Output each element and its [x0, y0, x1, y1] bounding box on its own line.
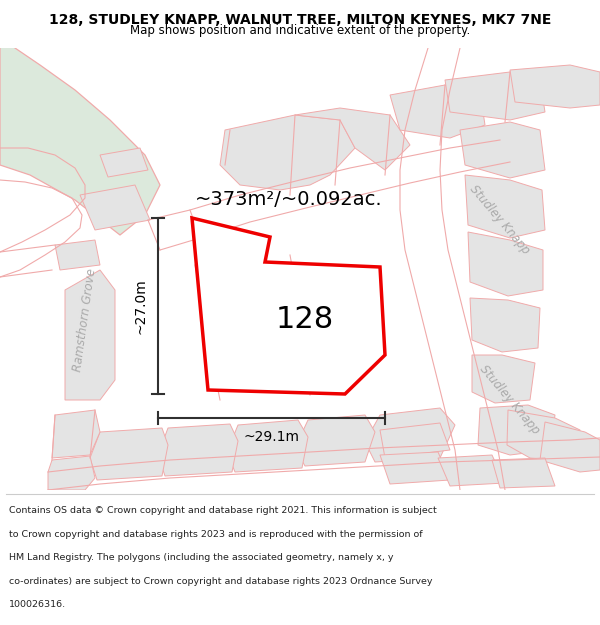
Polygon shape — [55, 240, 100, 270]
Polygon shape — [472, 355, 535, 403]
Polygon shape — [65, 270, 115, 400]
Polygon shape — [470, 298, 540, 352]
Polygon shape — [80, 185, 150, 230]
Polygon shape — [295, 108, 410, 170]
Polygon shape — [52, 410, 100, 458]
Text: 128: 128 — [276, 306, 334, 334]
Text: Ramsthorn Grove: Ramsthorn Grove — [71, 268, 98, 372]
Polygon shape — [478, 405, 555, 455]
Polygon shape — [390, 85, 485, 138]
Polygon shape — [380, 452, 450, 484]
Polygon shape — [365, 408, 455, 462]
Polygon shape — [492, 458, 555, 488]
Polygon shape — [100, 148, 148, 177]
Polygon shape — [90, 428, 168, 480]
Polygon shape — [510, 65, 600, 108]
Text: 100026316.: 100026316. — [9, 600, 66, 609]
Polygon shape — [158, 424, 238, 476]
Polygon shape — [468, 232, 543, 296]
Polygon shape — [465, 175, 545, 238]
Text: Map shows position and indicative extent of the property.: Map shows position and indicative extent… — [130, 24, 470, 38]
Text: co-ordinates) are subject to Crown copyright and database rights 2023 Ordnance S: co-ordinates) are subject to Crown copyr… — [9, 577, 433, 586]
Text: Contains OS data © Crown copyright and database right 2021. This information is : Contains OS data © Crown copyright and d… — [9, 506, 437, 515]
Text: ~29.1m: ~29.1m — [244, 430, 299, 444]
Text: Studley Knapp: Studley Knapp — [478, 363, 542, 437]
Polygon shape — [460, 122, 545, 178]
Text: HM Land Registry. The polygons (including the associated geometry, namely x, y: HM Land Registry. The polygons (includin… — [9, 553, 394, 562]
Polygon shape — [540, 422, 600, 472]
Polygon shape — [445, 72, 545, 120]
Polygon shape — [220, 115, 355, 190]
Polygon shape — [438, 455, 505, 486]
Text: ~373m²/~0.092ac.: ~373m²/~0.092ac. — [195, 190, 383, 209]
Text: ~27.0m: ~27.0m — [134, 278, 148, 334]
Polygon shape — [0, 48, 160, 235]
Polygon shape — [192, 218, 385, 394]
Text: Studley Knapp: Studley Knapp — [467, 183, 533, 257]
Text: to Crown copyright and database rights 2023 and is reproduced with the permissio: to Crown copyright and database rights 2… — [9, 530, 422, 539]
Polygon shape — [507, 410, 580, 462]
Polygon shape — [295, 415, 375, 466]
Polygon shape — [227, 420, 308, 472]
Polygon shape — [48, 456, 95, 490]
Text: 128, STUDLEY KNAPP, WALNUT TREE, MILTON KEYNES, MK7 7NE: 128, STUDLEY KNAPP, WALNUT TREE, MILTON … — [49, 14, 551, 28]
Polygon shape — [380, 423, 450, 458]
